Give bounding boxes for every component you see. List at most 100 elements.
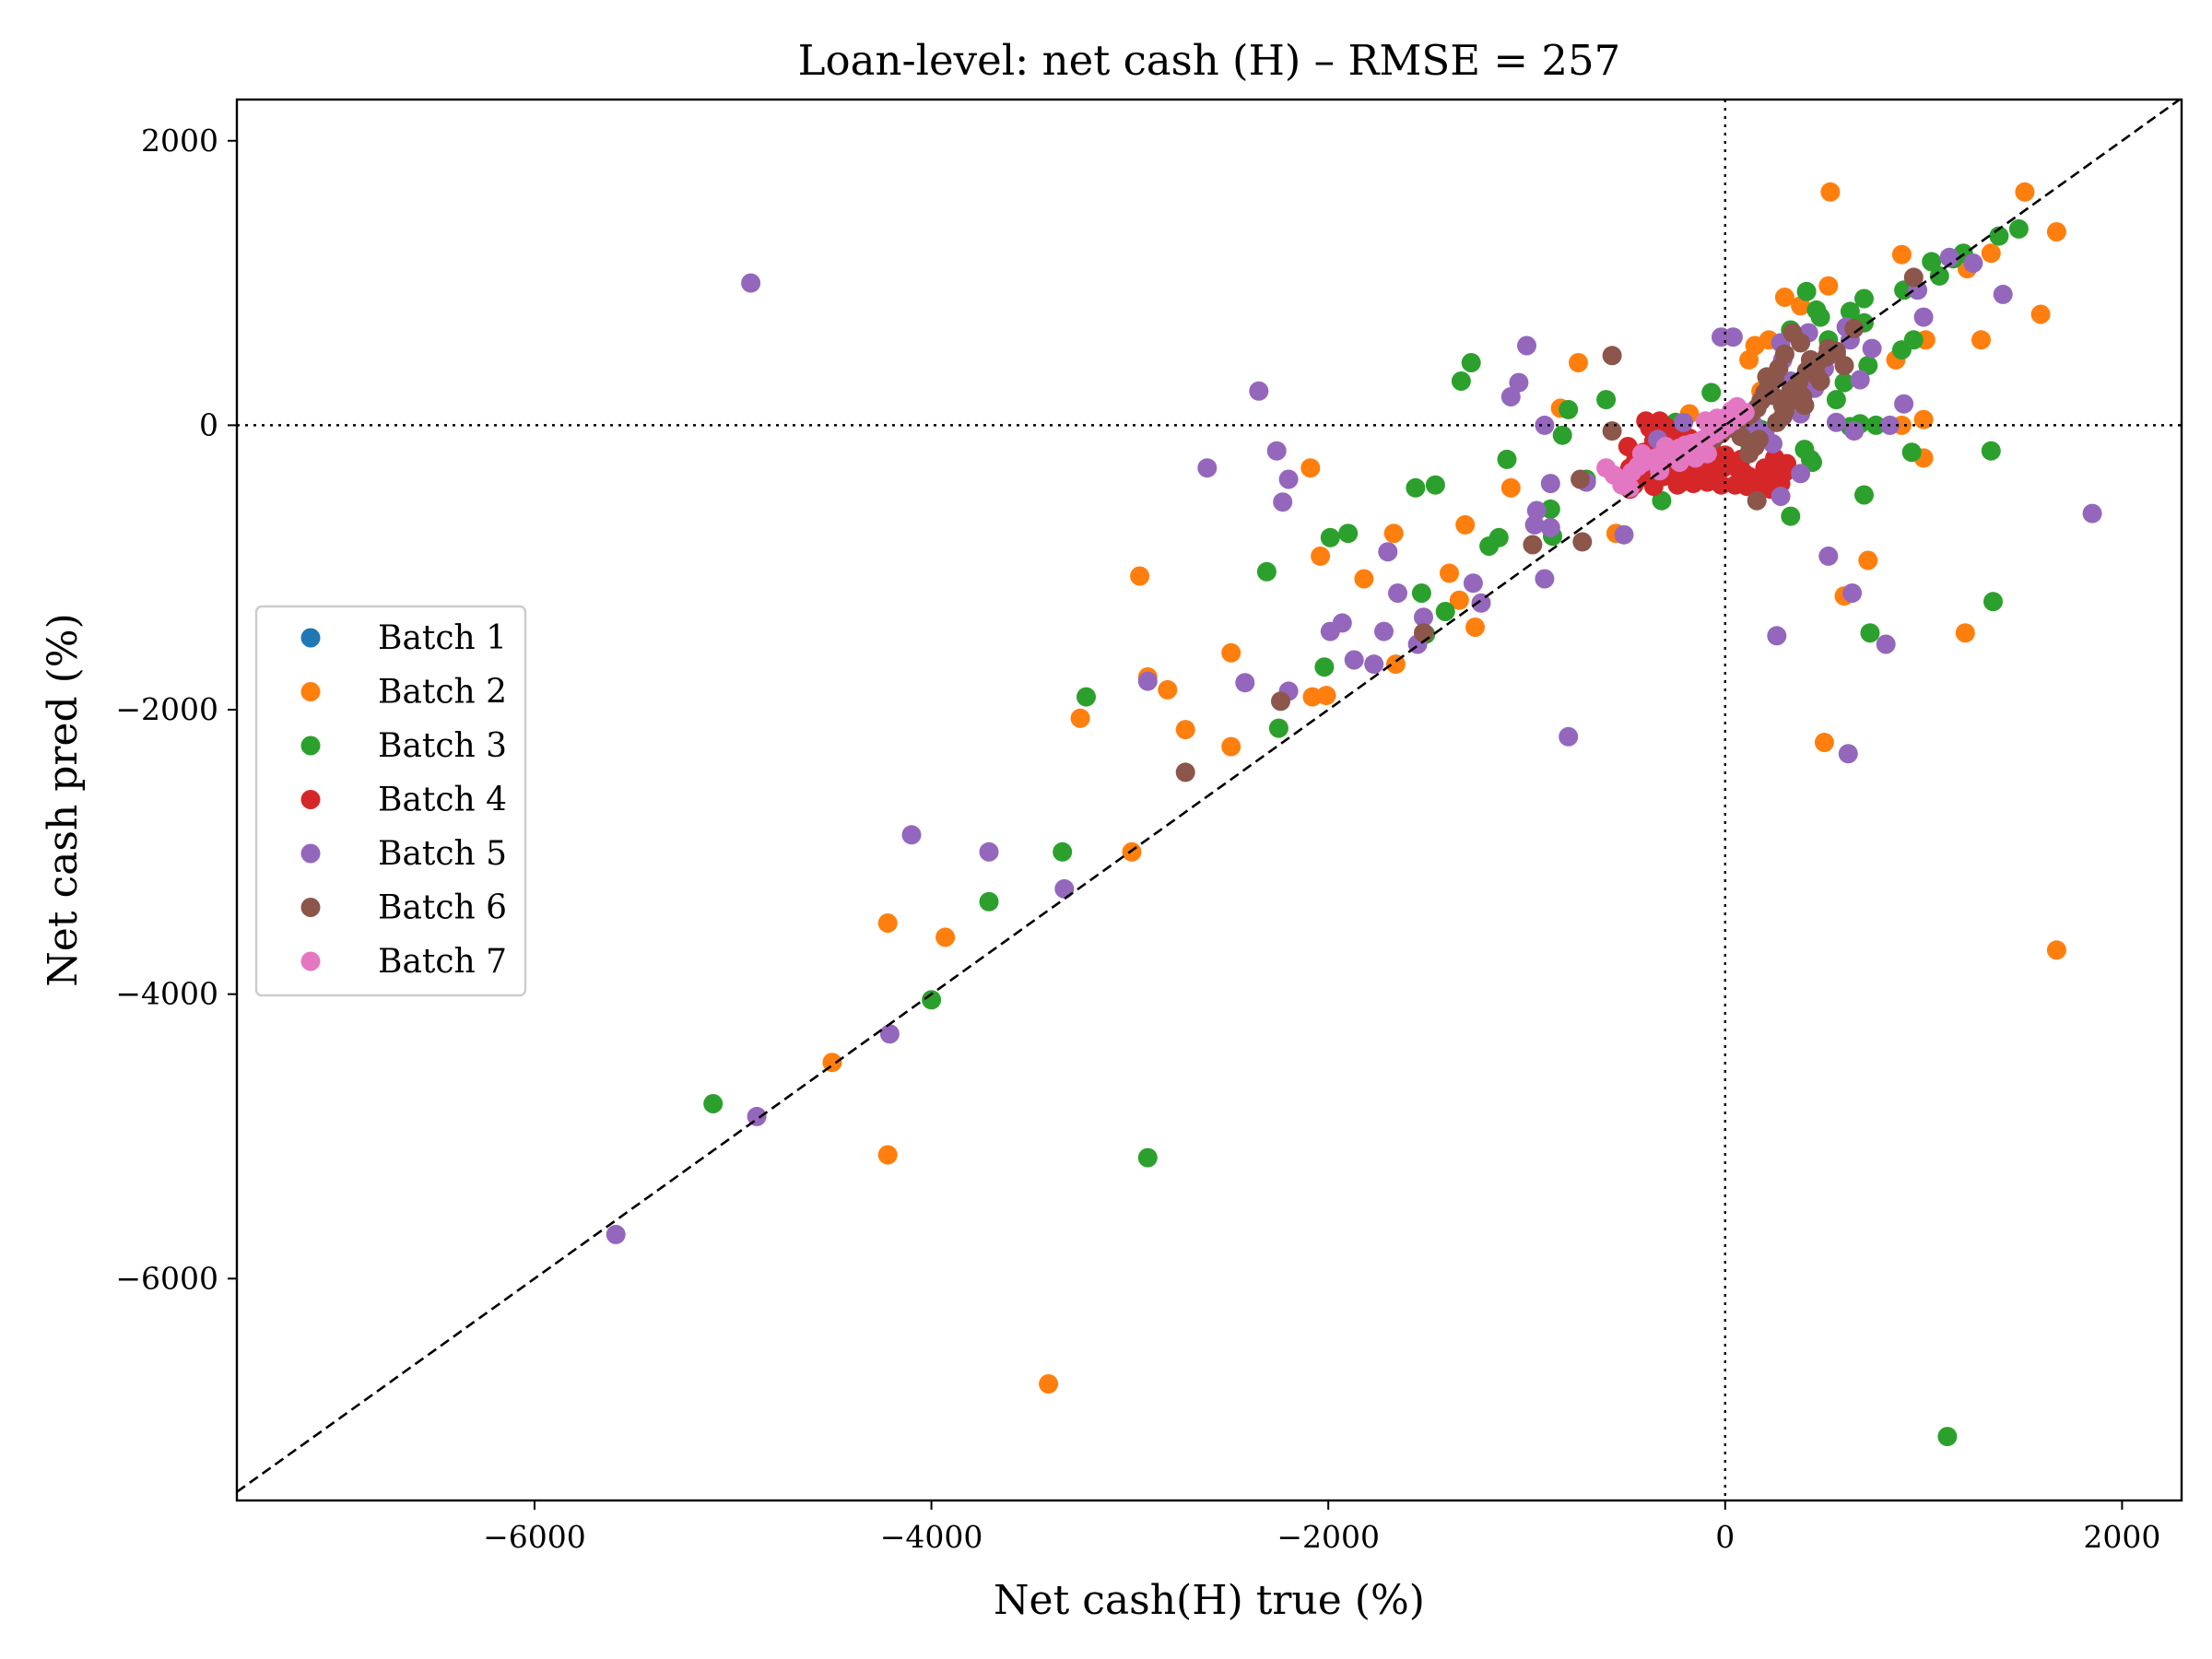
legend-label-batch-2: Batch 2: [378, 674, 507, 712]
point-batch-7: [1697, 443, 1717, 464]
legend-label-batch-1: Batch 1: [378, 619, 507, 657]
point-batch-2: [1820, 182, 1841, 202]
x-tick-label: −6000: [483, 1519, 586, 1555]
point-batch-6: [1772, 395, 1793, 416]
marks-layer: [236, 98, 2182, 1500]
point-batch-4: [1725, 475, 1746, 495]
point-batch-2: [1465, 618, 1485, 637]
point-batch-3: [1865, 415, 1886, 435]
point-batch-5: [1993, 284, 2013, 304]
point-batch-6: [1834, 356, 1854, 376]
point-batch-5: [1463, 573, 1483, 594]
point-batch-6: [1745, 437, 1765, 456]
point-batch-2: [2015, 182, 2035, 202]
legend-marker-batch-4: [300, 790, 321, 809]
point-batch-3: [1425, 475, 1445, 495]
point-batch-4: [1683, 474, 1703, 494]
point-batch-2: [1130, 566, 1150, 586]
point-batch-3: [1891, 340, 1912, 360]
legend-label-batch-3: Batch 3: [378, 727, 507, 765]
point-batch-2: [1221, 642, 1241, 663]
point-batch-5: [1535, 415, 1555, 435]
point-batch-6: [1826, 341, 1846, 361]
point-batch-3: [979, 891, 999, 912]
point-batch-2: [1455, 514, 1476, 535]
point-batch-5: [1913, 307, 1934, 327]
point-batch-2: [822, 1053, 842, 1073]
point-batch-2: [1500, 477, 1521, 498]
point-batch-2: [1981, 243, 2001, 264]
point-batch-3: [1834, 372, 1854, 393]
point-batch-2: [2046, 940, 2066, 960]
point-batch-5: [1235, 673, 1255, 693]
point-batch-3: [1981, 441, 2001, 461]
point-batch-5: [1559, 726, 1579, 747]
x-tick-label: 2000: [2083, 1519, 2160, 1555]
point-batch-5: [1939, 247, 1959, 267]
point-batch-2: [1858, 550, 1878, 571]
point-batch-7: [1655, 437, 1676, 456]
y-tick-label: −2000: [115, 691, 218, 727]
point-batch-5: [1414, 607, 1433, 628]
y-axis-label: Net cash pred (%): [40, 613, 87, 987]
point-batch-5: [1767, 626, 1787, 646]
legend-marker-batch-1: [300, 628, 321, 648]
legend-marker-batch-2: [300, 682, 321, 701]
x-tick-label: 0: [1715, 1519, 1735, 1555]
point-batch-2: [1818, 276, 1839, 296]
point-batch-5: [1844, 421, 1865, 441]
point-batch-5: [1374, 621, 1394, 641]
point-batch-5: [1517, 335, 1536, 356]
legend-label-batch-6: Batch 6: [378, 889, 507, 927]
point-batch-3: [1451, 371, 1471, 391]
point-batch-3: [1256, 561, 1277, 582]
point-batch-2: [1300, 458, 1321, 478]
point-batch-3: [1796, 281, 1817, 301]
point-batch-2: [1913, 409, 1934, 429]
point-batch-3: [1854, 485, 1874, 505]
point-batch-7: [1727, 396, 1747, 417]
point-batch-2: [1383, 524, 1404, 544]
point-batch-5: [606, 1224, 626, 1244]
chart-title: Loan-level: net cash (H) – RMSE = 257: [798, 36, 1621, 85]
point-batch-6: [1523, 535, 1543, 555]
point-batch-5: [1850, 370, 1870, 390]
point-batch-3: [1435, 602, 1455, 621]
point-batch-5: [1509, 372, 1529, 393]
point-batch-2: [1070, 708, 1090, 728]
x-axis-label: Net cash(H) true (%): [994, 1577, 1425, 1624]
point-batch-3: [1338, 524, 1359, 544]
y-tick-label: −6000: [115, 1260, 218, 1296]
point-batch-3: [1559, 399, 1579, 419]
point-batch-5: [1876, 634, 1896, 654]
point-batch-3: [1806, 300, 1827, 320]
point-batch-3: [1901, 442, 1922, 463]
point-batch-2: [877, 1145, 898, 1165]
point-batch-5: [1471, 593, 1491, 613]
legend-marker-batch-3: [300, 735, 321, 756]
point-batch-3: [1922, 252, 1942, 272]
point-batch-5: [1818, 546, 1839, 566]
legend-label-batch-7: Batch 7: [378, 943, 507, 981]
legend-label-batch-4: Batch 4: [378, 782, 507, 819]
x-tick-label: −2000: [1277, 1519, 1380, 1555]
point-batch-7: [1631, 443, 1652, 464]
point-batch-2: [1774, 288, 1794, 307]
point-batch-2: [1311, 546, 1331, 566]
plot-frame: [235, 98, 2183, 1502]
point-batch-6: [1757, 367, 1777, 387]
point-batch-3: [1268, 718, 1288, 738]
point-batch-5: [1378, 542, 1398, 562]
point-batch-5: [1540, 518, 1560, 537]
point-batch-3: [1596, 390, 1617, 410]
point-batch-2: [1449, 590, 1469, 610]
point-batch-5: [1526, 500, 1547, 521]
point-batch-2: [1221, 736, 1241, 757]
point-batch-6: [1602, 421, 1622, 441]
legend-box: [254, 605, 527, 997]
point-batch-4: [1712, 475, 1731, 495]
point-batch-6: [1903, 267, 1924, 288]
point-batch-6: [1572, 532, 1593, 552]
point-batch-3: [1053, 841, 1073, 862]
point-batch-7: [1669, 453, 1689, 472]
